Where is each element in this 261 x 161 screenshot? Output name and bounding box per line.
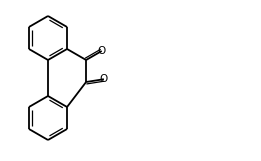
Text: O: O: [100, 74, 108, 84]
Text: O: O: [98, 46, 106, 56]
